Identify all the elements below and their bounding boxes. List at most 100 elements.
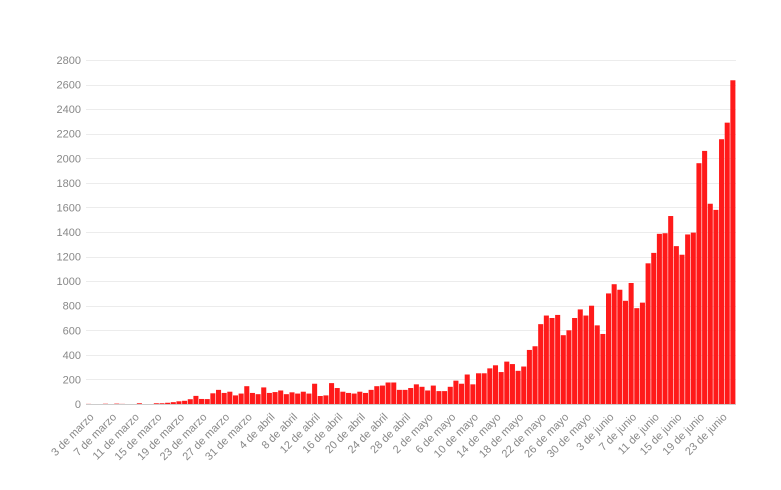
bar[interactable]	[391, 383, 396, 405]
bar[interactable]	[646, 263, 651, 404]
bar[interactable]	[340, 392, 345, 404]
bar[interactable]	[572, 318, 577, 404]
bar[interactable]	[205, 399, 210, 404]
bar[interactable]	[487, 368, 492, 404]
bar[interactable]	[380, 386, 385, 404]
bar[interactable]	[521, 367, 526, 404]
bar[interactable]	[691, 233, 696, 404]
bar[interactable]	[346, 393, 351, 404]
bar[interactable]	[239, 394, 244, 404]
bar[interactable]	[250, 393, 255, 404]
bar[interactable]	[702, 151, 707, 404]
bar[interactable]	[363, 393, 368, 404]
bar[interactable]	[685, 234, 690, 404]
bar[interactable]	[431, 386, 436, 404]
bar[interactable]	[425, 390, 430, 404]
bar[interactable]	[137, 403, 142, 404]
bar[interactable]	[465, 375, 470, 404]
bar[interactable]	[708, 204, 713, 404]
bar[interactable]	[176, 401, 181, 404]
bar[interactable]	[357, 392, 362, 404]
bar[interactable]	[527, 350, 532, 404]
bar[interactable]	[273, 392, 278, 404]
bar[interactable]	[634, 308, 639, 404]
bar[interactable]	[171, 402, 176, 404]
bar[interactable]	[617, 290, 622, 404]
bar[interactable]	[549, 318, 554, 404]
bar[interactable]	[199, 399, 204, 404]
bar[interactable]	[561, 335, 566, 404]
bar[interactable]	[301, 392, 306, 404]
bar[interactable]	[182, 401, 187, 404]
bar[interactable]	[323, 395, 328, 404]
bar[interactable]	[227, 392, 232, 404]
bar[interactable]	[419, 387, 424, 404]
bar[interactable]	[657, 234, 662, 404]
bar[interactable]	[663, 233, 668, 404]
bar[interactable]	[640, 303, 645, 404]
bar[interactable]	[408, 388, 413, 404]
bar[interactable]	[154, 403, 159, 404]
bar[interactable]	[216, 390, 221, 404]
bar[interactable]	[318, 396, 323, 404]
bar[interactable]	[679, 255, 684, 404]
bar[interactable]	[470, 384, 475, 404]
bar[interactable]	[414, 384, 419, 404]
bar[interactable]	[595, 325, 600, 404]
bar[interactable]	[589, 306, 594, 404]
bar[interactable]	[499, 372, 504, 404]
bar[interactable]	[674, 246, 679, 404]
bar[interactable]	[719, 139, 724, 404]
bar[interactable]	[600, 334, 605, 404]
bar[interactable]	[256, 394, 261, 404]
bar[interactable]	[306, 394, 311, 404]
bar[interactable]	[397, 390, 402, 404]
bar[interactable]	[651, 253, 656, 404]
bar[interactable]	[233, 395, 238, 404]
bar[interactable]	[583, 316, 588, 404]
bar[interactable]	[482, 373, 487, 404]
bar[interactable]	[476, 373, 481, 404]
bar[interactable]	[188, 399, 193, 404]
bar[interactable]	[668, 216, 673, 404]
bar[interactable]	[386, 383, 391, 405]
bar[interactable]	[493, 365, 498, 404]
bar[interactable]	[606, 293, 611, 404]
bar[interactable]	[352, 394, 357, 404]
bar[interactable]	[696, 163, 701, 404]
bar[interactable]	[730, 80, 735, 404]
bar[interactable]	[436, 391, 441, 404]
bar[interactable]	[504, 362, 509, 404]
bar[interactable]	[295, 394, 300, 404]
bar[interactable]	[459, 384, 464, 404]
bar[interactable]	[578, 309, 583, 404]
bar[interactable]	[335, 388, 340, 404]
bar[interactable]	[329, 383, 334, 404]
bar[interactable]	[278, 390, 283, 404]
bar[interactable]	[267, 393, 272, 404]
bar[interactable]	[612, 284, 617, 404]
bar[interactable]	[713, 210, 718, 404]
bar[interactable]	[222, 393, 227, 404]
bar[interactable]	[566, 330, 571, 404]
bar[interactable]	[403, 390, 408, 404]
bar[interactable]	[533, 346, 538, 404]
bar[interactable]	[193, 396, 198, 404]
bar[interactable]	[510, 364, 515, 404]
bar[interactable]	[629, 283, 634, 404]
bar[interactable]	[284, 394, 289, 404]
bar[interactable]	[555, 315, 560, 404]
bar[interactable]	[312, 384, 317, 404]
bar[interactable]	[544, 316, 549, 404]
bar[interactable]	[725, 123, 730, 404]
bar[interactable]	[244, 386, 249, 404]
bar[interactable]	[159, 403, 164, 404]
bar[interactable]	[261, 387, 266, 404]
bar[interactable]	[623, 301, 628, 404]
bar[interactable]	[453, 381, 458, 404]
bar[interactable]	[448, 387, 453, 404]
bar[interactable]	[516, 371, 521, 404]
bar[interactable]	[369, 390, 374, 404]
bar[interactable]	[165, 403, 170, 404]
bar[interactable]	[442, 391, 447, 404]
